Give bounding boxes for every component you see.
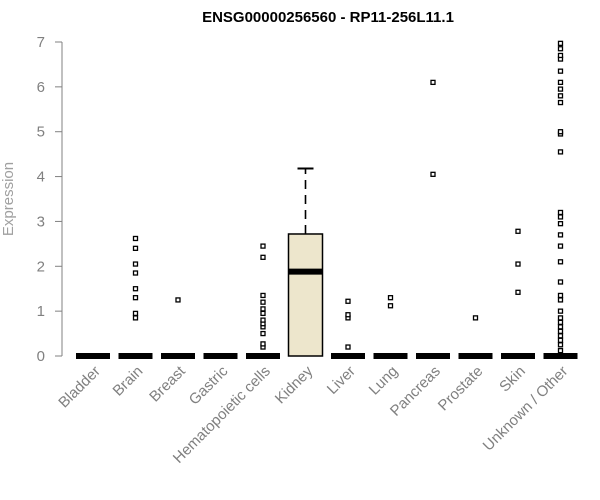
outlier-point: [260, 310, 266, 317]
outlier-point: [557, 297, 564, 303]
outlier-point: [557, 68, 564, 74]
outlier-point: [557, 324, 564, 330]
outlier-point: [557, 308, 564, 314]
box-group-prostate: [458, 315, 493, 359]
box: [287, 233, 324, 357]
y-axis-title: Expression: [0, 162, 17, 236]
outlier-point: [557, 79, 564, 86]
outlier-point: [557, 46, 564, 52]
y-tick-label: 5: [37, 124, 45, 141]
x-tick-label: Lung: [366, 363, 402, 399]
outlier-point: [260, 243, 266, 249]
x-tick-label: Skin: [496, 363, 529, 396]
outlier-point: [557, 86, 564, 92]
outlier-point: [260, 299, 266, 305]
x-tick-label: Prostate: [435, 363, 487, 415]
outlier-point: [260, 330, 266, 337]
outlier-point: [132, 245, 139, 251]
box-group-breast: [161, 297, 195, 359]
outlier-point: [387, 303, 394, 309]
outlier-point: [557, 99, 564, 106]
box-group-unknown-other: [543, 40, 578, 359]
outlier-point: [132, 315, 139, 321]
chart-title: ENSG00000256560 - RP11-256L11.1: [202, 9, 454, 26]
box-group-brain: [118, 235, 153, 359]
outlier-point: [557, 243, 564, 249]
outlier-point: [557, 221, 564, 227]
outlier-point: [557, 93, 564, 99]
x-tick-label: Liver: [324, 363, 359, 398]
box-group-kidney: [287, 167, 324, 357]
outlier-point: [557, 328, 564, 334]
outlier-point: [260, 306, 266, 312]
y-tick-label: 3: [37, 213, 45, 230]
outlier-point: [515, 228, 521, 234]
y-tick-label: 1: [37, 303, 45, 320]
outlier-point: [557, 347, 564, 354]
outlier-point: [557, 52, 564, 59]
outlier-point: [260, 317, 266, 323]
outlier-point: [345, 344, 351, 350]
x-tick-label: Bladder: [55, 363, 104, 412]
box-group-lung: [373, 295, 408, 359]
outlier-point: [430, 79, 436, 86]
outlier-point: [132, 310, 139, 317]
y-tick-label: 6: [37, 79, 45, 96]
x-tick-label: Kidney: [272, 362, 317, 407]
box-group-hematopoietic-cells: [246, 243, 280, 359]
outlier-point: [557, 40, 564, 46]
outlier-point: [387, 295, 394, 301]
box-group-pancreas: [416, 79, 450, 359]
y-axis: 0 1 2 3 4 5 6 7: [37, 34, 63, 365]
outlier-point: [515, 261, 521, 267]
outlier-point: [557, 149, 564, 155]
y-tick-label: 7: [37, 34, 45, 51]
x-tick-label: Brain: [110, 363, 147, 400]
outlier-point: [472, 315, 479, 321]
outlier-point: [557, 315, 564, 321]
outlier-point: [132, 235, 139, 242]
outlier-point: [557, 342, 564, 348]
outlier-point: [557, 214, 564, 220]
outlier-point: [132, 295, 139, 301]
box-group-liver: [331, 298, 365, 359]
outlier-point: [132, 270, 139, 276]
outlier-point: [260, 292, 266, 299]
outlier-point: [515, 289, 521, 295]
outlier-point: [175, 297, 181, 303]
outlier-point: [430, 171, 436, 177]
boxes: [76, 40, 578, 359]
outlier-point: [557, 259, 564, 265]
outlier-point: [557, 232, 564, 238]
outlier-point: [345, 312, 351, 318]
x-tick-label: Breast: [146, 362, 189, 405]
outlier-point: [132, 261, 139, 267]
outlier-point: [132, 286, 139, 292]
outlier-point: [557, 279, 564, 285]
box-group-skin: [501, 228, 535, 359]
y-tick-label: 0: [37, 348, 45, 365]
outlier-point: [557, 337, 564, 343]
outlier-point: [557, 319, 564, 326]
y-tick-label: 2: [37, 258, 45, 275]
outlier-point: [260, 341, 266, 347]
outlier-point: [557, 129, 564, 135]
y-tick-label: 4: [37, 169, 45, 186]
outlier-point: [557, 209, 564, 216]
outlier-point: [557, 333, 564, 339]
outlier-point: [557, 292, 564, 299]
outlier-point: [345, 298, 351, 304]
outlier-point: [260, 254, 266, 260]
